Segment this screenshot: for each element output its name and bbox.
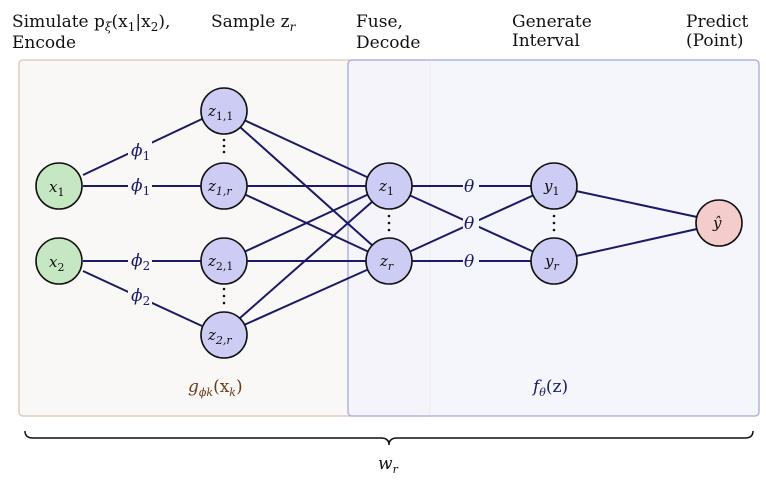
node-z11: z1,1 [200, 87, 248, 135]
header-encode: Encode [12, 33, 76, 53]
label-theta-bottom: θ [463, 251, 479, 272]
edge-yr-yhat [575, 228, 698, 257]
svg-text:z1,1: z1,1 [207, 102, 233, 123]
node-z21: z2,1 [200, 237, 248, 285]
header-point: (Point) [686, 31, 743, 51]
label-theta-top: θ [463, 176, 479, 197]
svg-text:x2: x2 [49, 253, 64, 274]
nodes: x1 x2 z1,1 z1,r z2,1 z2,r z1 zr [35, 87, 743, 359]
node-z1r: z1,r [200, 162, 248, 210]
svg-text:θ: θ [464, 252, 474, 272]
svg-text:z2,1: z2,1 [207, 252, 233, 273]
svg-text:y1: y1 [543, 177, 559, 198]
svg-text:yr: yr [544, 252, 559, 273]
svg-text:ϕ2: ϕ2 [131, 251, 150, 273]
header-interval: Interval [512, 31, 580, 51]
ellipsis-y [552, 214, 556, 232]
bottom-brace [24, 430, 754, 446]
encoder-function-label: gϕk(xk) [188, 377, 243, 399]
label-theta-middle: θ [463, 213, 479, 234]
node-x2: x2 [35, 237, 83, 285]
svg-text:z1,r: z1,r [207, 177, 232, 198]
header-fuse: Fuse, [356, 12, 403, 32]
svg-text:ϕ1: ϕ1 [131, 141, 150, 163]
edge-z2r-z1 [239, 200, 374, 319]
node-zr: zr [365, 237, 413, 285]
svg-text:ŷ: ŷ [712, 214, 722, 232]
svg-text:θ: θ [464, 214, 474, 234]
header-simulate: Simulate pξ(x1|x2), [12, 12, 170, 34]
label-phi2-lower: ϕ2 [128, 285, 152, 308]
ellipsis-z2 [222, 287, 226, 305]
svg-text:ϕ2: ϕ2 [131, 286, 150, 308]
label-phi1-lower: ϕ1 [128, 175, 152, 198]
header-sample: Sample zr [211, 12, 297, 34]
edge-y1-yhat [575, 190, 698, 218]
svg-text:zr: zr [379, 252, 394, 273]
svg-text:ϕ1: ϕ1 [131, 176, 150, 198]
svg-text:z1: z1 [378, 177, 394, 198]
svg-text:θ: θ [464, 177, 474, 197]
edge-z21-z1 [243, 193, 370, 253]
decoder-function-label: fθ(z) [531, 377, 568, 399]
edge-z2r-zr [243, 268, 370, 326]
node-yhat: ŷ [695, 199, 743, 247]
svg-text:x1: x1 [49, 178, 64, 199]
node-z1: z1 [365, 162, 413, 210]
ellipsis-z1 [222, 138, 226, 154]
header-predict: Predict [686, 12, 748, 32]
ellipsis-z [387, 214, 391, 232]
node-yr: yr [530, 237, 578, 285]
label-phi1-upper: ϕ1 [128, 139, 152, 163]
edge-labels: ϕ1 ϕ1 ϕ2 ϕ2 θ θ θ [128, 139, 479, 308]
edge-z11-z1 [243, 119, 370, 179]
node-z2r: z2,r [200, 311, 248, 359]
node-y1: y1 [530, 162, 578, 210]
brace-label: wr [378, 454, 399, 476]
label-phi2-upper: ϕ2 [128, 250, 152, 273]
edges [82, 118, 698, 327]
svg-text:z2,r: z2,r [207, 326, 232, 347]
ellipsis-dots [222, 138, 556, 305]
header-generate: Generate [512, 12, 592, 32]
node-x1: x1 [35, 162, 83, 210]
header-decode: Decode [356, 33, 420, 53]
